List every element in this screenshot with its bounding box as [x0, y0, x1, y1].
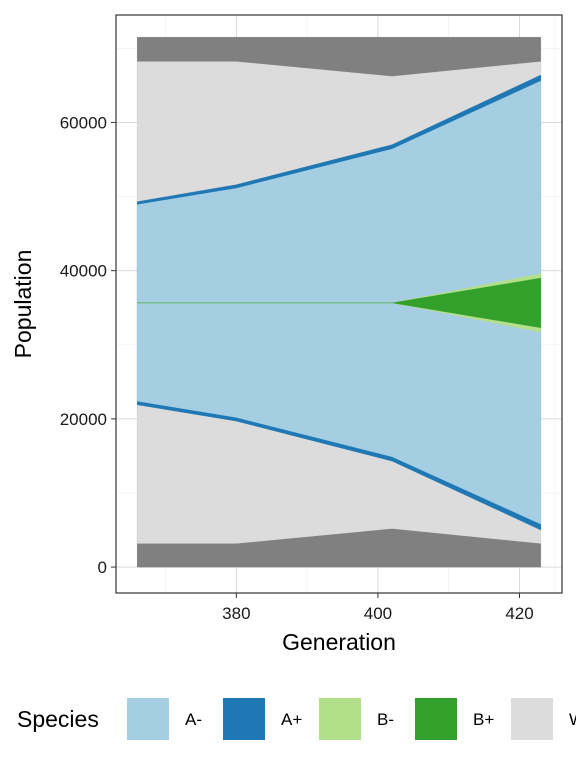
- legend-key-a-: [223, 698, 265, 740]
- y-tick-label: 40000: [60, 262, 107, 281]
- axes: 380 400 420 0 20000 40000 60000: [60, 113, 534, 623]
- area-a-: [136, 80, 541, 525]
- legend-key-b-: [319, 698, 361, 740]
- legend-label: A-: [185, 710, 202, 729]
- legend-label: B+: [473, 710, 494, 729]
- area-b-: [136, 277, 541, 328]
- legend-title: Species: [17, 706, 99, 732]
- y-tick-label: 20000: [60, 410, 107, 429]
- x-axis-title: Generation: [282, 629, 396, 655]
- legend-label: B-: [377, 710, 394, 729]
- legend-key-a-: [127, 698, 169, 740]
- legend-key-b-: [415, 698, 457, 740]
- x-tick-label: 420: [505, 604, 533, 623]
- stacked-areas: [136, 37, 541, 568]
- x-tick-label: 400: [364, 604, 392, 623]
- legend: Species A- A+ B- B+ W: [17, 698, 576, 740]
- y-tick-label: 0: [98, 558, 107, 577]
- legend-key-w: [511, 698, 553, 740]
- panel-border: [115, 14, 563, 594]
- y-axis-title: Population: [10, 250, 36, 359]
- legend-label: A+: [281, 710, 302, 729]
- y-tick-label: 60000: [60, 113, 107, 132]
- x-tick-label: 380: [222, 604, 250, 623]
- legend-label: W: [569, 710, 576, 729]
